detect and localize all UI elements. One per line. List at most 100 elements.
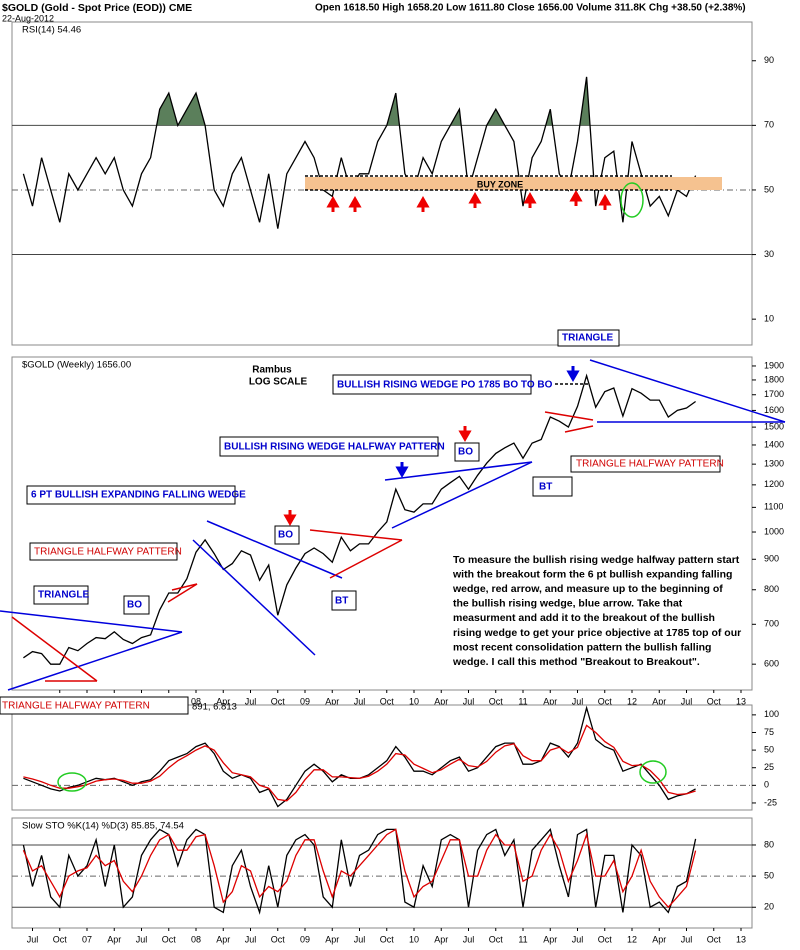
x-tick-label: 13 (736, 696, 746, 706)
x-tick-label: Oct (162, 934, 177, 944)
y-tick-label: 1600 (764, 405, 784, 415)
annotation: TRIANGLE HALFWAY PATTERN (34, 547, 182, 558)
annotation: TRIANGLE (38, 590, 89, 601)
green-circles (57, 182, 667, 792)
x-tick-label: Apr (107, 934, 121, 944)
x-tick-label: Jul (463, 934, 475, 944)
y-tick-label: 1800 (764, 374, 784, 384)
x-tick-label: 07 (82, 934, 92, 944)
y-tick-label: 30 (764, 249, 774, 259)
annotation: BT (539, 482, 552, 493)
y-tick-label: 900 (764, 554, 779, 564)
scale-note: LOG SCALE (249, 377, 308, 388)
y-tick-label: 700 (764, 619, 779, 629)
x-tick-label: Jul (27, 934, 39, 944)
x-tick-label: Jul (681, 696, 693, 706)
note-line: wedge, red arrow, and measure up to the … (452, 583, 723, 595)
label-box (274, 525, 300, 545)
panel-label: $GOLD (Weekly) 1656.00 (22, 360, 131, 371)
label-box (123, 595, 150, 615)
x-tick-label: Apr (325, 696, 339, 706)
y-tick-label: 75 (764, 727, 774, 737)
x-tick-label: Oct (707, 934, 722, 944)
author: Rambus (252, 365, 292, 376)
x-tick-label: Jul (681, 934, 693, 944)
label-box (570, 455, 721, 473)
x-tick-label: Oct (271, 934, 286, 944)
note-line: the bullish rising wedge, blue arrow. Ta… (453, 598, 683, 610)
panel-label: Slow STO %K(14) %D(3) 85.85, 74.54 (22, 821, 184, 832)
y-tick-label: 50 (764, 870, 774, 880)
panel-frame (11, 704, 753, 811)
blue-arrows (395, 366, 580, 479)
note-line: with the breakout form the 6 pt bullish … (452, 568, 732, 580)
y-tick-label: 50 (764, 744, 774, 754)
quote: Open 1618.50 High 1658.20 Low 1611.80 Cl… (315, 3, 746, 14)
series-line (23, 724, 696, 802)
x-tick-label: Oct (271, 696, 286, 706)
label-box (0, 696, 189, 715)
note-line: measurment and add it to the breakout of… (453, 612, 715, 624)
y-tick-label: 50 (764, 184, 774, 194)
y-tick-label: 1300 (764, 459, 784, 469)
x-tick-label: 13 (736, 934, 746, 944)
annotation: BO (127, 600, 142, 611)
x-tick-label: Apr (434, 696, 448, 706)
annotation: BO (278, 530, 293, 541)
x-tick-label: Apr (652, 696, 666, 706)
y-tick-label: -25 (764, 797, 777, 807)
series-line (22, 828, 697, 909)
x-tick-label: 12 (627, 696, 637, 706)
label-box (33, 585, 89, 605)
x-tick-label: 11 (518, 934, 527, 944)
red-arrows (283, 189, 612, 527)
trend-lines (0, 359, 786, 691)
x-tick-label: 08 (191, 934, 201, 944)
x-tick-label: Jul (572, 696, 584, 706)
x-tick-label: Apr (216, 934, 230, 944)
x-tick-label: 12 (627, 934, 637, 944)
y-tick-label: 80 (764, 839, 774, 849)
y-tick-label: 100 (764, 709, 779, 719)
series-line (23, 373, 696, 665)
y-tick-label: 1000 (764, 526, 784, 536)
x-tick-label: 10 (409, 696, 419, 706)
panel-label: 891, 6.813 (192, 702, 237, 713)
x-tick-label: Jul (245, 934, 257, 944)
label-box (331, 590, 357, 611)
x-tick-label: Apr (434, 934, 448, 944)
y-tick-label: 1400 (764, 439, 784, 449)
overlay: RSI(14) 54.46 $GOLD (Weekly) 1656.00 891, … (22, 25, 237, 832)
y-tick-label: 1100 (764, 502, 783, 512)
note: To measure the bullish rising wedge half… (452, 554, 741, 668)
label-box (454, 442, 480, 462)
y-tick-label: 1500 (764, 421, 784, 431)
overbought-fill (23, 76, 696, 126)
buy-zone-label: BUY ZONE (477, 179, 523, 189)
annotation: BO (458, 447, 473, 458)
y-tick-label: 0 (764, 780, 769, 790)
label-box (557, 329, 620, 347)
label-box (29, 542, 178, 561)
note-line: To measure the bullish rising wedge half… (453, 554, 740, 566)
annotation: BULLISH RISING WEDGE PO 1785 BO TO BO (337, 380, 553, 391)
y-tick-label: 20 (764, 902, 774, 912)
label-box (532, 476, 573, 497)
y-tick-label: 1700 (764, 389, 784, 399)
x-tick-label: Oct (380, 934, 395, 944)
x-tick-label: Jul (354, 696, 366, 706)
label-box (26, 485, 236, 505)
x-tick-label: Oct (53, 934, 68, 944)
date: 22-Aug-2012 (2, 13, 54, 23)
x-tick-label: Apr (543, 934, 557, 944)
series-line (22, 828, 697, 915)
x-tick-label: 08 (191, 696, 201, 706)
note-line: wedge. I call this method "Breakout to B… (452, 656, 700, 668)
x-tick-label: Oct (489, 934, 504, 944)
label-box (219, 436, 439, 457)
panel-label: RSI(14) 54.46 (22, 25, 81, 36)
x-tick-label: Apr (543, 696, 557, 706)
panel-frame (11, 817, 753, 929)
x-tick-label: Oct (598, 696, 613, 706)
